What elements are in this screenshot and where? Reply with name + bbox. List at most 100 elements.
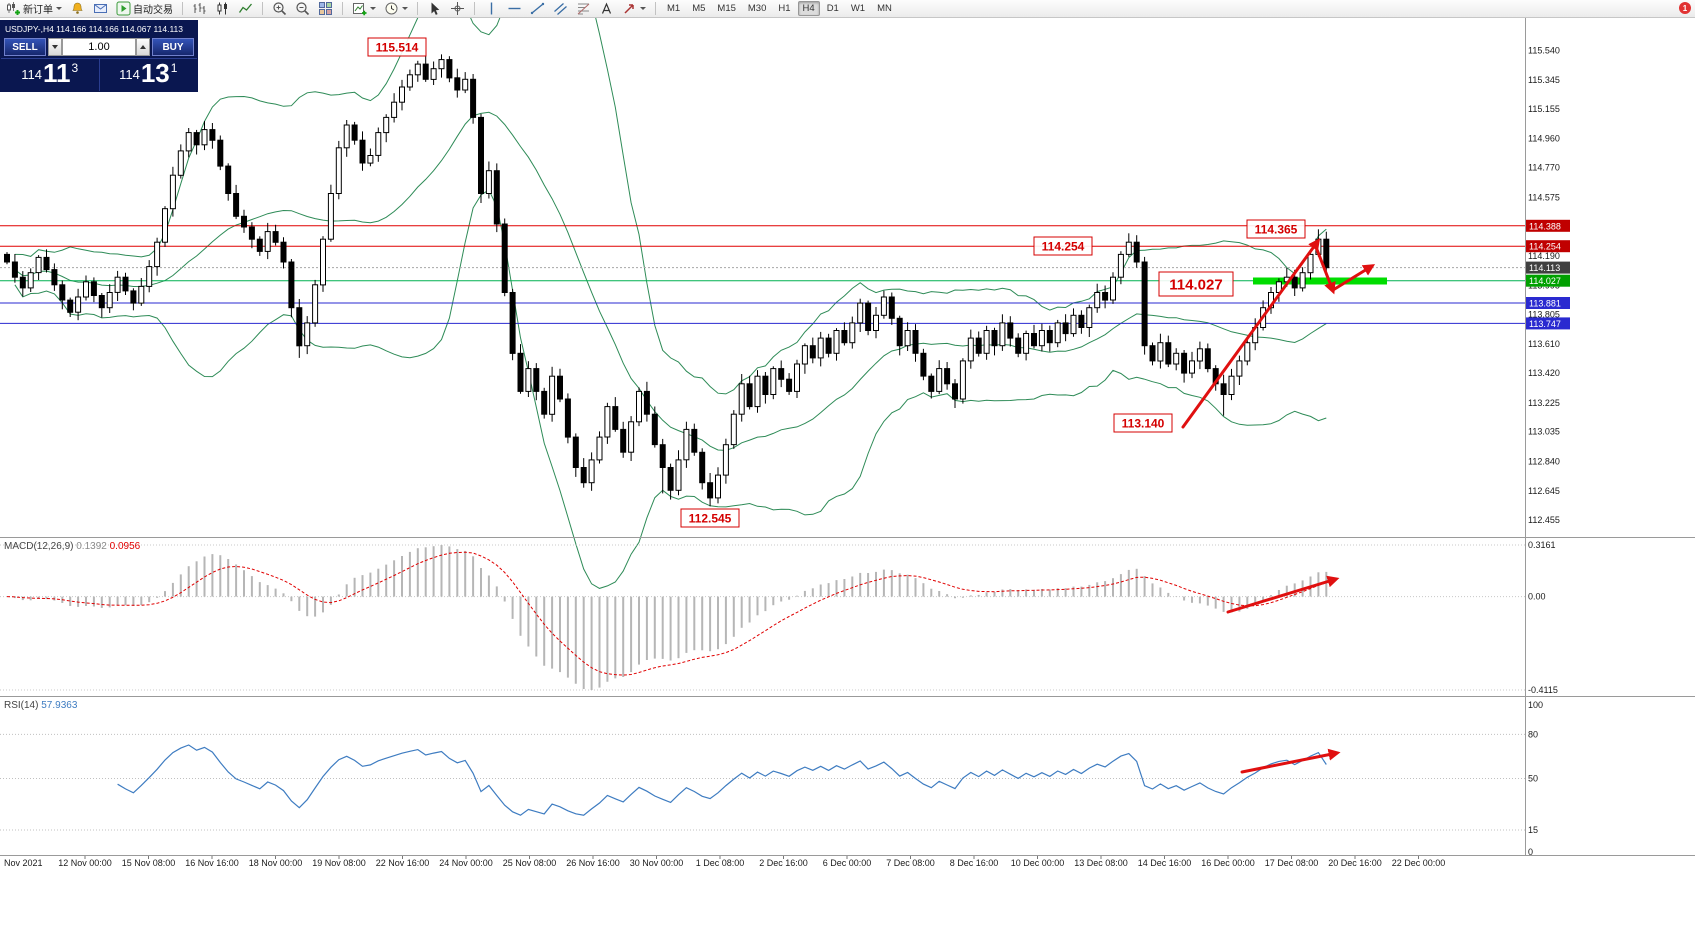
- candle-body: [833, 330, 840, 354]
- price-annotation-box[interactable]: [1113, 413, 1173, 433]
- candle-body: [1299, 272, 1306, 289]
- period-button[interactable]: [381, 0, 411, 18]
- line-chart-button[interactable]: [235, 0, 256, 18]
- timeframe-w1[interactable]: W1: [850, 3, 866, 14]
- timeframe-m1[interactable]: M1: [667, 3, 681, 14]
- alerts-button[interactable]: [67, 0, 88, 18]
- ask-price[interactable]: 114 13 1: [98, 59, 198, 92]
- price-axis-tick: 112.645: [1528, 486, 1560, 496]
- trendline-button[interactable]: [527, 0, 548, 18]
- new-chart-icon: [353, 3, 367, 16]
- bar-chart-icon: [193, 3, 206, 14]
- tile-windows-button[interactable]: [315, 0, 336, 18]
- channel-button[interactable]: [550, 0, 571, 18]
- candle-body: [280, 241, 287, 263]
- new-chart-button[interactable]: [349, 0, 379, 18]
- candle-body: [952, 383, 958, 400]
- candle-body: [699, 451, 706, 484]
- timeframe-m30[interactable]: M30: [747, 3, 767, 14]
- candlestick-chart-button[interactable]: [212, 0, 233, 18]
- timeframe-m15[interactable]: M15: [717, 3, 736, 14]
- time-label: 18 Nov 00:00: [249, 858, 303, 868]
- trend-arrow[interactable]: [1331, 264, 1376, 292]
- candle-body: [738, 383, 745, 415]
- support-highlight-bar[interactable]: [1253, 277, 1387, 285]
- volume-input[interactable]: [62, 38, 136, 56]
- new-order-button[interactable]: 新订单: [3, 0, 65, 18]
- zoom-out-icon: [296, 2, 310, 16]
- trend-arrow[interactable]: [1240, 748, 1341, 774]
- price-marker: [1526, 274, 1570, 287]
- ask-big-figure: 114: [119, 67, 140, 83]
- trend-arrow[interactable]: [1314, 245, 1336, 295]
- sell-button[interactable]: SELL: [4, 38, 46, 56]
- candle-body: [1181, 352, 1188, 374]
- bar-chart-button[interactable]: [189, 0, 210, 18]
- candle-body: [438, 59, 445, 70]
- timeframe-mn[interactable]: MN: [877, 3, 892, 14]
- candle-body: [288, 261, 295, 309]
- toolbar-separator: [342, 2, 343, 15]
- candle-body: [1133, 241, 1140, 263]
- autotrade-button[interactable]: 自动交易: [113, 0, 176, 18]
- news-button[interactable]: [90, 0, 111, 18]
- time-label: 17 Dec 08:00: [1265, 858, 1319, 868]
- price-axis-tick: 115.155: [1528, 104, 1560, 114]
- horizontal-line-button[interactable]: [504, 0, 525, 18]
- toolbar: 新订单 自动交易: [0, 0, 1695, 18]
- candle-body: [809, 345, 816, 359]
- price-annotation-box[interactable]: [1246, 219, 1306, 239]
- candle-body: [564, 398, 571, 438]
- candle-body: [59, 284, 66, 301]
- timeframe-m5[interactable]: M5: [692, 3, 706, 14]
- time-axis[interactable]: Nov 2021 12 Nov 00:00 15 Nov 08:00 16 Nov 1…: [4, 856, 1445, 868]
- price-annotation-box[interactable]: [367, 37, 427, 57]
- buy-button[interactable]: BUY: [152, 38, 194, 56]
- trend-arrow[interactable]: [1181, 238, 1321, 429]
- price-marker-label: 114.113: [1529, 263, 1560, 273]
- volume-decrease-button[interactable]: [48, 38, 62, 56]
- notification-badge[interactable]: 1: [1679, 2, 1691, 14]
- price-annotation-box[interactable]: [680, 508, 740, 528]
- candle-body: [1110, 276, 1116, 301]
- timeframe-h4[interactable]: H4: [797, 1, 820, 16]
- crosshair-icon: [451, 2, 464, 15]
- price-annotation-box[interactable]: [1158, 271, 1234, 297]
- candle-body: [572, 436, 579, 469]
- zoom-out-button[interactable]: [292, 0, 313, 18]
- candle-body: [1236, 360, 1243, 377]
- bid-price[interactable]: 114 11 3: [1, 59, 99, 91]
- candle-body: [351, 124, 358, 141]
- candle-body: [201, 129, 208, 146]
- candle-body: [999, 322, 1006, 347]
- candle-body: [794, 363, 800, 392]
- ask-pipette: 1: [170, 61, 178, 75]
- arrows-tool-button[interactable]: [619, 0, 649, 18]
- cursor-icon: [431, 2, 440, 15]
- candle-body: [1054, 322, 1061, 344]
- timeframe-d1[interactable]: D1: [826, 3, 839, 14]
- cursor-button[interactable]: [424, 0, 445, 18]
- trend-arrow[interactable]: [1226, 575, 1340, 614]
- price-annotation-box[interactable]: [1033, 236, 1093, 256]
- candle-body: [1244, 342, 1251, 362]
- candle-body: [501, 223, 508, 293]
- candle-body: [841, 330, 848, 344]
- fibonacci-button[interactable]: [573, 0, 594, 18]
- candle-body: [312, 284, 319, 324]
- chevron-down-icon: [640, 7, 646, 10]
- triangle-down-icon: [52, 45, 58, 49]
- time-label: 14 Dec 16:00: [1138, 858, 1192, 868]
- horizontal-level-lines[interactable]: [0, 225, 1525, 324]
- price-marker-label: 114.027: [1529, 276, 1561, 286]
- volume-increase-button[interactable]: [136, 38, 150, 56]
- candle-body: [169, 174, 176, 210]
- price-axis-tick: 113.610: [1528, 339, 1560, 349]
- candle-body: [1031, 333, 1037, 347]
- text-tool-button[interactable]: [596, 0, 617, 18]
- vertical-line-button[interactable]: [481, 0, 502, 18]
- zoom-in-button[interactable]: [269, 0, 290, 18]
- crosshair-button[interactable]: [447, 0, 468, 18]
- timeframe-h1[interactable]: H1: [778, 3, 791, 14]
